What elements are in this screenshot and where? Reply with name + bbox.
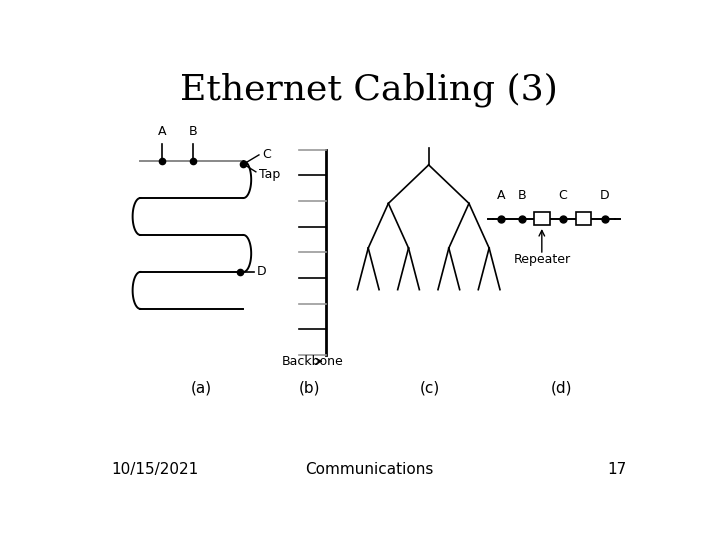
Text: C: C (559, 189, 567, 202)
Text: Repeater: Repeater (513, 253, 570, 266)
Text: A: A (497, 189, 505, 202)
Text: A: A (158, 125, 166, 138)
Text: (b): (b) (299, 381, 320, 396)
Text: D: D (600, 189, 609, 202)
Text: (a): (a) (190, 381, 212, 396)
Text: B: B (518, 189, 527, 202)
Text: D: D (256, 266, 266, 279)
Text: 17: 17 (607, 462, 626, 477)
Text: C: C (262, 147, 271, 160)
Text: (c): (c) (419, 381, 440, 396)
Bar (534, 212, 549, 225)
Text: Communications: Communications (305, 462, 433, 477)
Text: Backbone: Backbone (282, 355, 344, 368)
Text: 10/15/2021: 10/15/2021 (112, 462, 199, 477)
Text: B: B (189, 125, 197, 138)
Text: Tap: Tap (259, 168, 280, 181)
Text: (d): (d) (551, 381, 572, 396)
Bar (576, 212, 591, 225)
Text: Ethernet Cabling (3): Ethernet Cabling (3) (180, 72, 558, 107)
